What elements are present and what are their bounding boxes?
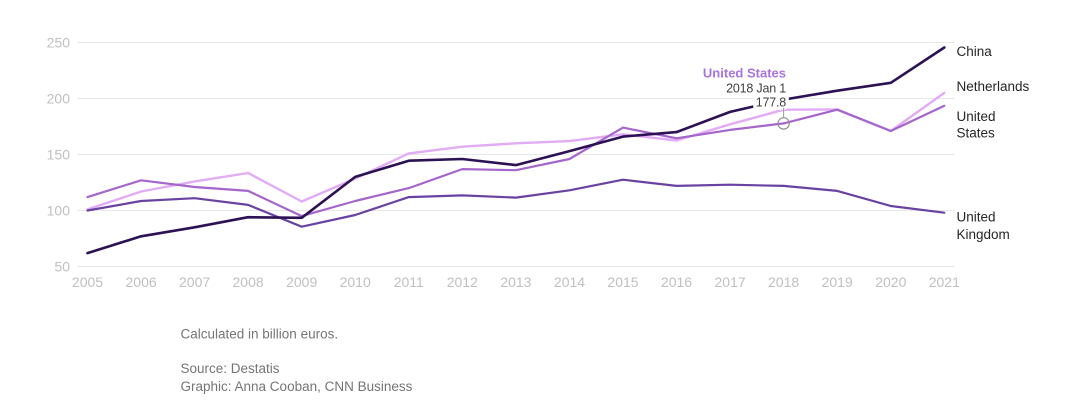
svg-text:2013: 2013 bbox=[500, 274, 531, 290]
svg-text:2015: 2015 bbox=[607, 274, 638, 290]
svg-text:2020: 2020 bbox=[875, 274, 906, 290]
svg-text:China: China bbox=[957, 44, 993, 59]
svg-text:250: 250 bbox=[47, 35, 71, 51]
svg-text:2009: 2009 bbox=[286, 274, 317, 290]
svg-text:2008: 2008 bbox=[233, 274, 264, 290]
svg-text:United: United bbox=[957, 209, 996, 224]
svg-text:Kingdom: Kingdom bbox=[957, 227, 1010, 242]
svg-text:2011: 2011 bbox=[394, 274, 424, 290]
svg-text:2010: 2010 bbox=[340, 274, 371, 290]
svg-text:2014: 2014 bbox=[554, 274, 585, 290]
svg-text:Source: Destatis: Source: Destatis bbox=[181, 361, 280, 376]
svg-text:Graphic: Anna Cooban, CNN Busi: Graphic: Anna Cooban, CNN Business bbox=[181, 379, 413, 394]
svg-text:United: United bbox=[957, 109, 996, 124]
svg-text:2019: 2019 bbox=[822, 274, 853, 290]
svg-text:2005: 2005 bbox=[72, 274, 103, 290]
svg-text:2018 Jan 1: 2018 Jan 1 bbox=[726, 82, 786, 96]
svg-text:177.8: 177.8 bbox=[756, 96, 787, 110]
svg-text:50: 50 bbox=[54, 259, 70, 275]
svg-text:States: States bbox=[957, 126, 996, 141]
svg-text:100: 100 bbox=[47, 203, 71, 219]
svg-text:200: 200 bbox=[47, 91, 71, 107]
svg-text:2006: 2006 bbox=[126, 274, 157, 290]
svg-text:Netherlands: Netherlands bbox=[957, 79, 1030, 94]
svg-text:United States: United States bbox=[703, 66, 786, 81]
svg-text:2017: 2017 bbox=[715, 274, 746, 290]
svg-text:Calculated in billion euros.: Calculated in billion euros. bbox=[181, 326, 339, 341]
svg-text:2007: 2007 bbox=[179, 274, 210, 290]
svg-text:2016: 2016 bbox=[661, 274, 692, 290]
svg-text:2021: 2021 bbox=[929, 274, 960, 290]
svg-text:150: 150 bbox=[47, 147, 71, 163]
svg-text:2018: 2018 bbox=[768, 274, 799, 290]
svg-text:177.8: 177.8 bbox=[756, 96, 787, 110]
svg-text:2012: 2012 bbox=[447, 274, 478, 290]
